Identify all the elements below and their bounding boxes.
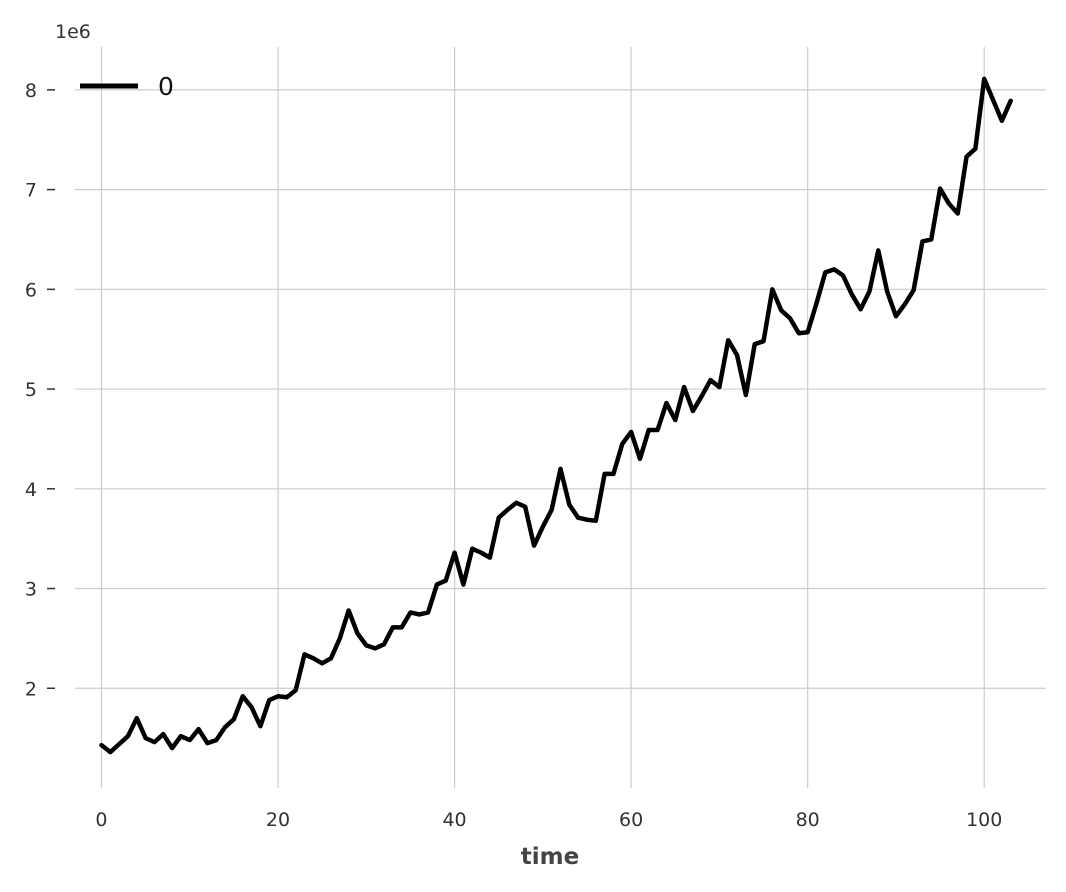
x-tick-label: 60 bbox=[619, 809, 643, 831]
y-tick-label: 6 bbox=[25, 279, 37, 301]
series-line bbox=[99, 76, 1013, 755]
y-tick-label: 4 bbox=[25, 479, 37, 501]
y-tick-label: 3 bbox=[25, 579, 37, 601]
x-tick-label: 20 bbox=[266, 809, 290, 831]
y-tick-label: 5 bbox=[25, 379, 37, 401]
legend-label: 0 bbox=[158, 72, 174, 101]
x-tick-label: 80 bbox=[796, 809, 820, 831]
legend: 0 bbox=[80, 72, 174, 101]
y-axis-offset-label: 1e6 bbox=[55, 21, 91, 43]
y-tick-label: 7 bbox=[25, 180, 37, 202]
y-tick-label: 8 bbox=[25, 80, 37, 102]
series bbox=[99, 76, 1013, 755]
x-tick-label: 0 bbox=[95, 809, 107, 831]
grid bbox=[75, 47, 1046, 788]
x-axis-label: time bbox=[521, 844, 579, 870]
y-tick-label: 2 bbox=[25, 678, 37, 700]
x-tick-label: 100 bbox=[966, 809, 1002, 831]
x-tick-label: 40 bbox=[442, 809, 466, 831]
tick-labels: 0 20 40 60 80 100 2 3 4 5 6 7 8 bbox=[25, 80, 1002, 831]
